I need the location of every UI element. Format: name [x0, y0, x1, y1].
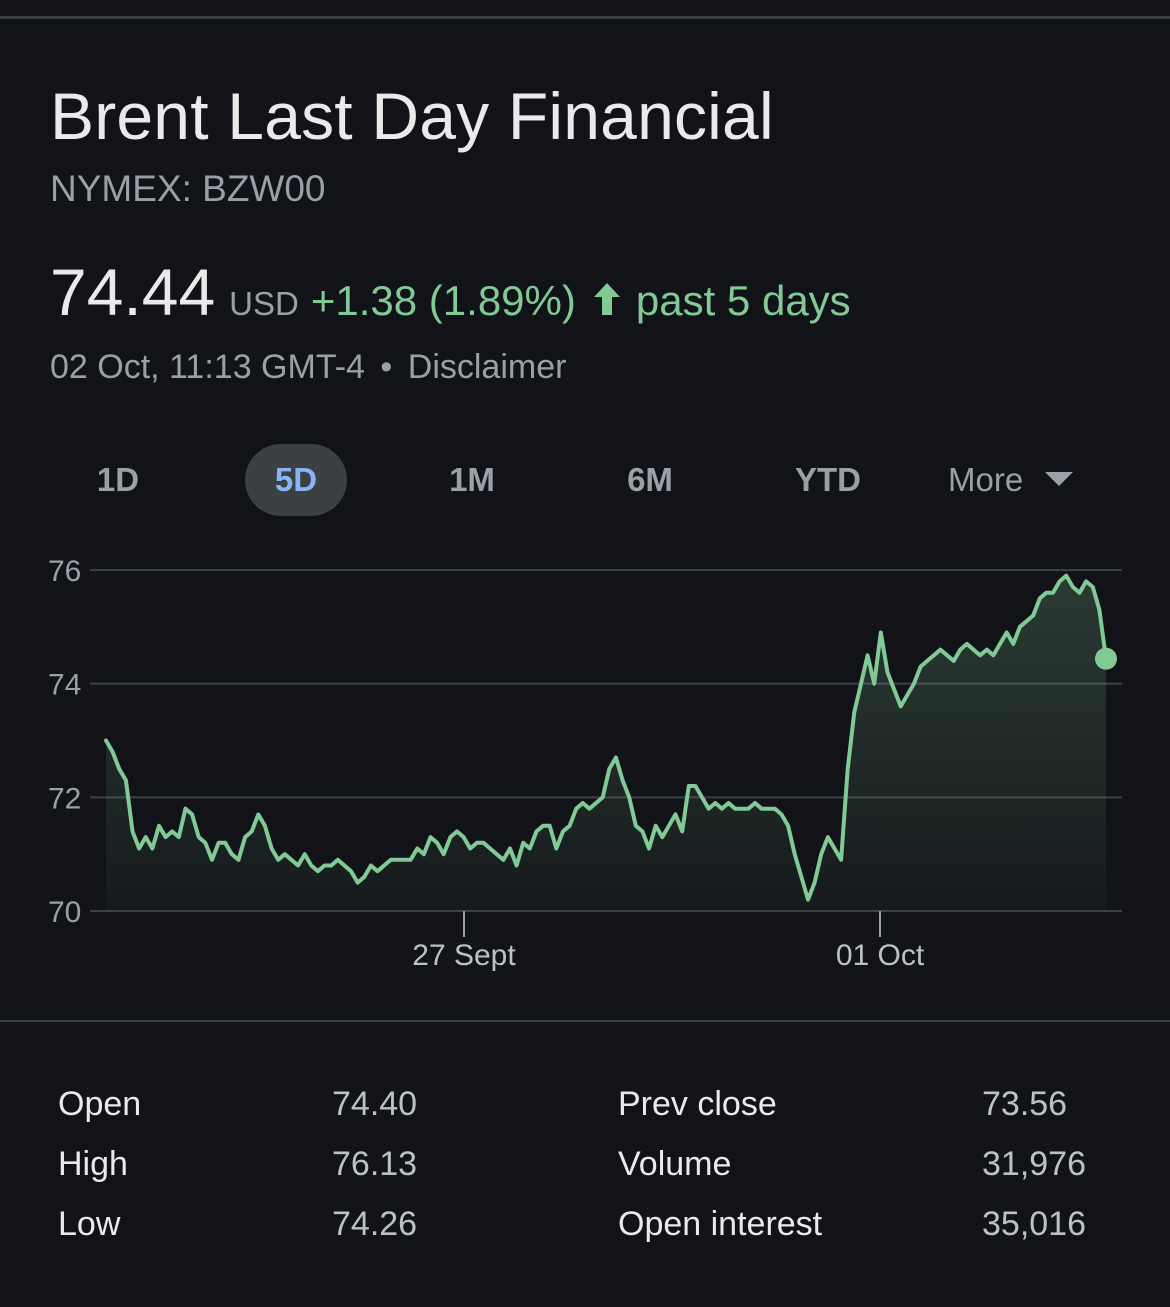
instrument-title: Brent Last Day Financial	[50, 79, 774, 153]
stat-high-value: 76.13	[332, 1145, 418, 1183]
x-tick-label-0: 27 Sept	[412, 939, 516, 972]
stat-volume-label: Volume	[618, 1145, 732, 1183]
range-1m[interactable]: 1M	[449, 461, 495, 498]
stat-prev-close-value: 73.56	[982, 1085, 1068, 1123]
price-chart[interactable]: 76 74 72 70 27 Sept 01 Oct	[0, 540, 1170, 980]
current-price: 74.44	[50, 255, 216, 329]
stat-prev-close-label: Prev close	[618, 1085, 777, 1123]
stat-high-label: High	[58, 1145, 128, 1183]
quote-timestamp: 02 Oct, 11:13 GMT-4	[50, 348, 365, 386]
range-1d[interactable]: 1D	[96, 461, 140, 498]
stat-open-value: 74.40	[332, 1085, 418, 1123]
section-divider	[0, 1020, 1170, 1022]
price-area	[106, 575, 1106, 911]
range-6m[interactable]: 6M	[627, 461, 673, 498]
y-tick-label-70: 70	[48, 896, 81, 929]
stat-open-label: Open	[58, 1085, 142, 1123]
y-tick-label-74: 74	[48, 669, 81, 702]
price-summary: 74.44 USD +1.38 (1.89%) past 5 days	[50, 254, 851, 330]
stat-low-value: 74.26	[332, 1205, 418, 1243]
range-selector: 1D 5D 1M 6M YTD More	[0, 444, 1170, 516]
stat-open-interest-label: Open interest	[618, 1205, 823, 1243]
range-5d[interactable]: 5D	[245, 444, 347, 516]
range-more-button[interactable]: More	[948, 444, 1074, 516]
caret-down-icon	[1045, 472, 1074, 486]
arrow-up-icon	[592, 281, 622, 317]
range-ytd[interactable]: YTD	[795, 461, 861, 498]
meta-separator: •	[380, 348, 393, 386]
stat-volume-value: 31,976	[982, 1145, 1086, 1183]
currency-code: USD	[229, 285, 299, 322]
stat-open-interest-value: 35,016	[982, 1205, 1086, 1243]
price-line	[104, 573, 1108, 902]
change-period: past 5 days	[635, 277, 851, 324]
y-tick-label-72: 72	[48, 782, 81, 815]
price-change: +1.38 (1.89%)	[310, 277, 576, 324]
top-divider	[0, 16, 1170, 19]
x-tick-label-1: 01 Oct	[836, 939, 925, 972]
stat-low-label: Low	[58, 1205, 121, 1243]
quote-meta: 02 Oct, 11:13 GMT-4 • Disclaimer	[50, 348, 566, 387]
exchange-ticker: NYMEX: BZW00	[50, 168, 326, 209]
range-more-label: More	[948, 461, 1024, 498]
last-price-marker	[1095, 647, 1117, 670]
y-tick-label-76: 76	[48, 555, 81, 588]
disclaimer-link[interactable]: Disclaimer	[407, 348, 567, 386]
